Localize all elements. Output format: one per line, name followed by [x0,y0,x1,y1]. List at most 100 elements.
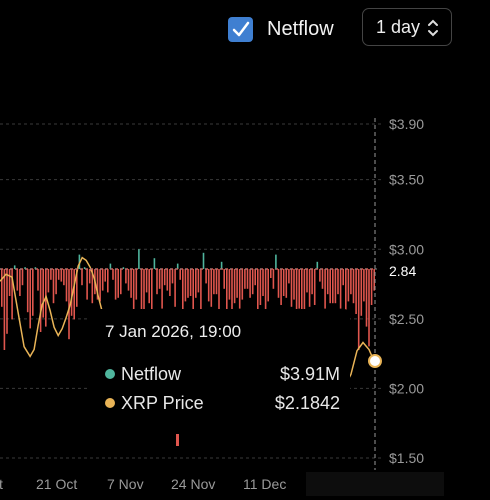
netflow-bar [138,249,140,269]
netflow-bar [24,267,26,269]
netflow-bar [187,269,189,298]
netflow-bar [357,269,360,350]
netflow-bar [293,269,295,300]
netflow-bar [174,269,176,307]
netflow-bar [324,269,326,309]
netflow-bar [244,269,246,289]
netflow-bar [37,269,39,291]
netflow-bar [120,269,122,295]
netflow-bar [332,269,334,304]
netflow-bar [215,269,218,295]
netflow-bar [295,269,298,314]
netflow-bar [210,269,213,307]
x-tick-label: ct [0,476,3,492]
x-tick-label: 21 Oct [36,476,77,492]
netflow-bar [114,269,117,300]
netflow-bar [151,269,153,318]
netflow-bar [21,269,24,286]
netflow-bar [47,269,50,293]
checkmark-icon [232,21,249,37]
chevron-updown-icon [428,19,438,37]
netflow-bar [26,269,29,313]
netflow-bar [238,269,241,309]
netflow-bar [306,269,308,293]
netflow-bar [368,269,370,347]
netflow-bar [202,252,205,269]
netflow-bar [285,269,288,298]
netflow-bar [231,269,233,311]
netflow-bar [19,269,21,296]
netflow-bar [96,269,99,300]
netflow-bar [301,269,303,314]
netflow-bar [316,261,319,269]
netflow-bar [176,263,179,269]
y-tick-label: $3.90 [389,116,424,132]
netflow-bar [347,269,350,302]
time-range-select[interactable]: 1 day [362,8,452,46]
netflow-bar [83,267,86,269]
netflow-bar [303,269,306,311]
netflow-bar [140,269,143,320]
x-tick-label: 24 Nov [171,476,215,492]
netflow-bar [339,269,342,309]
netflow-bar [125,269,127,284]
netflow-bar [130,269,132,298]
netflow-bar [259,269,262,305]
chart-tooltip: 7 Jan 2026, 19:00 Netflow $3.91M XRP Pri… [90,309,350,427]
netflow-bar [233,269,236,304]
netflow-bar [192,269,194,313]
netflow-bar [104,269,106,282]
crosshair-date-bg [306,472,444,496]
tooltip-row-netflow: Netflow $3.91M [105,364,340,386]
netflow-bar [262,269,264,296]
netflow-bar [169,269,171,296]
netflow-bar [171,269,174,284]
netflow-bar [57,269,60,280]
netflow-bar [352,269,355,304]
netflow-bar [197,269,200,293]
netflow-bar [117,269,119,298]
netflow-bar [189,269,192,296]
netflow-bar [39,269,42,332]
netflow-bar [3,269,6,350]
y-axis-labels: $3.90 $3.50 $3.00 $2.50 $2.00 $1.50 [389,116,424,466]
netflow-bar [228,269,231,300]
netflow-bar [112,269,114,280]
netflow-bar [267,269,269,302]
price-line-segment [0,256,104,358]
netflow-bar [29,269,31,329]
netflow-bar [145,269,148,293]
y-tick-label: $1.50 [389,450,424,466]
netflow-bar [195,269,197,298]
netflow-bar [313,269,316,305]
x-tick-label: 7 Nov [107,476,144,492]
netflow-toggle[interactable]: Netflow [228,13,334,45]
netflow-bar [16,269,19,291]
netflow-bar [76,269,78,307]
netflow-bar [73,269,75,320]
netflow-bar [350,269,352,295]
netflow-bar [91,269,94,304]
netflow-bar [143,269,145,316]
netflow-bar [32,269,34,316]
netflow-bar [127,269,130,291]
netflow-bar [251,269,254,295]
netflow-bar [207,269,210,302]
netflow-bar [218,269,220,316]
netflow-bar [236,269,238,298]
netflow-bar [50,269,52,280]
netflow-bar [161,269,163,309]
netflow-bar [282,269,285,296]
netflow-bar [70,269,73,316]
separate-red-bar [176,434,179,446]
netflow-bar [135,269,138,300]
netflow-bar [311,269,313,295]
netflow-bar [363,269,365,302]
netflow-checkbox[interactable] [228,16,253,42]
netflow-bar [156,269,158,295]
netflow-bar [101,269,104,291]
netflow-bar [179,269,181,280]
netflow-bar [288,269,290,284]
netflow-bar [55,269,57,295]
